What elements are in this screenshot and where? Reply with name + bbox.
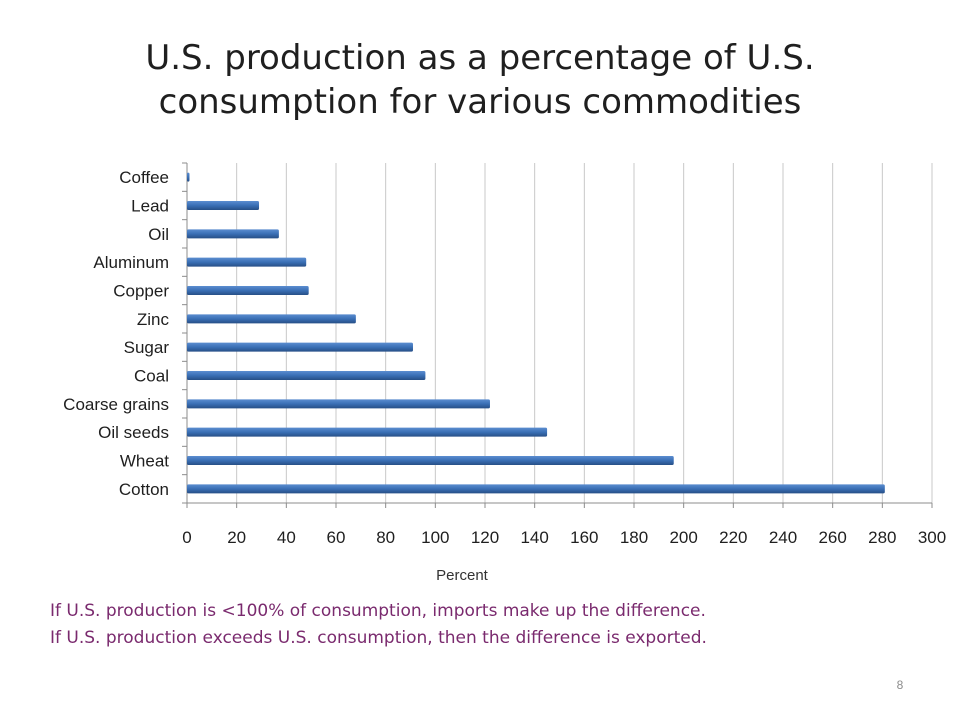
bar-aluminum xyxy=(187,257,307,267)
slide-title-line-1: U.S. production as a percentage of U.S. xyxy=(145,38,815,78)
category-labels: Coffee Lead Oil Aluminum Copper Zinc Sugar Coal… xyxy=(63,168,169,499)
x-tick-label: 60 xyxy=(327,528,346,547)
slide-title-line-2: consumption for various commodities xyxy=(158,82,802,122)
bar-coarse-grains xyxy=(187,399,490,409)
x-tick-label: 280 xyxy=(868,528,896,547)
x-tick-label: 0 xyxy=(182,528,191,547)
bar-sugar xyxy=(187,342,413,352)
x-tick-label: 220 xyxy=(719,528,747,547)
page-number: 8 xyxy=(896,678,904,692)
category-label: Zinc xyxy=(137,310,170,329)
category-label: Sugar xyxy=(124,338,170,357)
bar-coal xyxy=(187,371,426,380)
category-label: Oil seeds xyxy=(98,423,169,442)
x-tick-label: 40 xyxy=(277,528,296,547)
note-exports: If U.S. production exceeds U.S. consumpt… xyxy=(50,628,707,648)
category-label: Oil xyxy=(148,225,169,244)
bar-coffee xyxy=(187,172,190,182)
category-label: Cotton xyxy=(119,480,169,499)
category-label: Lead xyxy=(131,197,169,216)
x-tick-label: 20 xyxy=(227,528,246,547)
category-label: Wheat xyxy=(120,452,169,471)
bar-oil-seeds xyxy=(187,427,548,437)
bar-copper xyxy=(187,286,309,295)
x-tick-label: 140 xyxy=(520,528,548,547)
x-tick-label: 120 xyxy=(471,528,499,547)
x-tick-label: 300 xyxy=(918,528,946,547)
bar-lead xyxy=(187,201,260,210)
x-axis-label: Percent xyxy=(436,567,489,584)
gridlines xyxy=(182,162,933,508)
x-tick-labels: 0 20 40 60 80 100 120 140 160 180 200 220 240 260 280 3… xyxy=(182,528,946,547)
bar-cotton xyxy=(187,484,885,494)
note-imports: If U.S. production is <100% of consumpti… xyxy=(50,601,706,621)
x-tick-label: 240 xyxy=(769,528,797,547)
slide-title: U.S. production as a percentage of U.S. … xyxy=(90,36,870,124)
bar-oil xyxy=(187,229,279,239)
x-tick-label: 100 xyxy=(421,528,449,547)
category-label: Coal xyxy=(134,367,169,386)
category-label: Aluminum xyxy=(93,253,169,272)
x-tick-label: 160 xyxy=(570,528,598,547)
bar-wheat xyxy=(187,456,674,465)
x-tick-label: 200 xyxy=(669,528,697,547)
bar-zinc xyxy=(187,314,356,324)
category-label: Copper xyxy=(113,282,169,301)
category-label: Coffee xyxy=(119,168,169,187)
category-label: Coarse grains xyxy=(63,395,169,414)
x-tick-label: 260 xyxy=(818,528,846,547)
bars xyxy=(187,172,885,494)
x-tick-label: 180 xyxy=(620,528,648,547)
x-tick-label: 80 xyxy=(376,528,395,547)
